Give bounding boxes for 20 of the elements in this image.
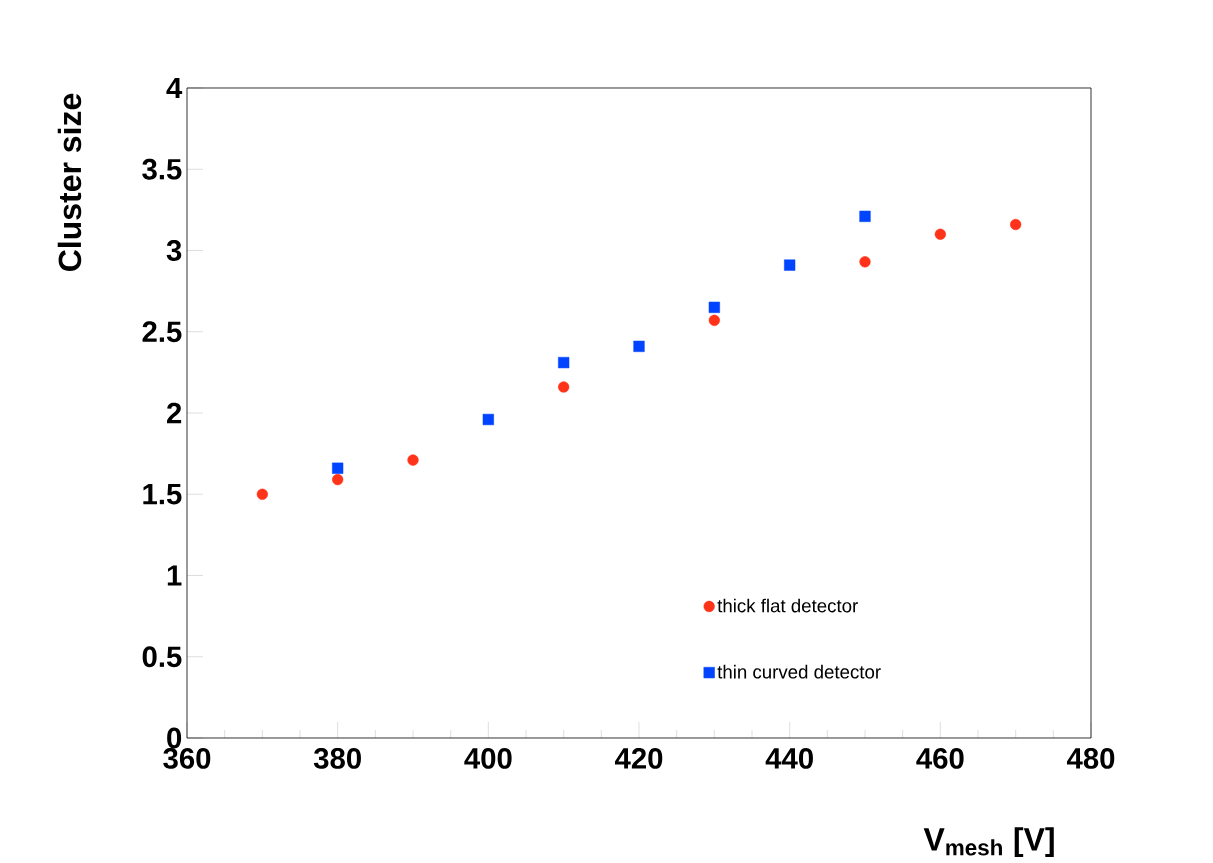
x-tick-label: 460 <box>916 748 964 769</box>
x-tick-label: 360 <box>163 748 211 769</box>
x-tick-label: 420 <box>614 748 663 769</box>
y-tick-label: 1.5 <box>143 484 182 505</box>
y-tick-label: 2.5 <box>142 321 182 343</box>
y-tick-label: 3 <box>166 240 182 261</box>
x-axis-title: V$_{mesh}$ [V] <box>923 827 1054 858</box>
legend-label: thick flat detector <box>717 598 858 613</box>
x-tick-label: 480 <box>1066 748 1115 769</box>
x-tick-label: 440 <box>765 748 813 769</box>
y-tick-label: 0.5 <box>142 646 182 668</box>
y-tick-label: 4 <box>166 77 183 99</box>
y-axis-title: Cluster size <box>57 93 82 272</box>
legend-label: thin curved detector <box>717 664 881 679</box>
y-tick-label: 0 <box>167 727 182 749</box>
y-tick-label: 1 <box>167 565 182 586</box>
x-tick-label: 400 <box>464 748 512 769</box>
y-tick-label: 3.5 <box>142 158 182 180</box>
y-tick-label: 2 <box>167 402 182 424</box>
x-tick-label: 380 <box>313 748 361 769</box>
